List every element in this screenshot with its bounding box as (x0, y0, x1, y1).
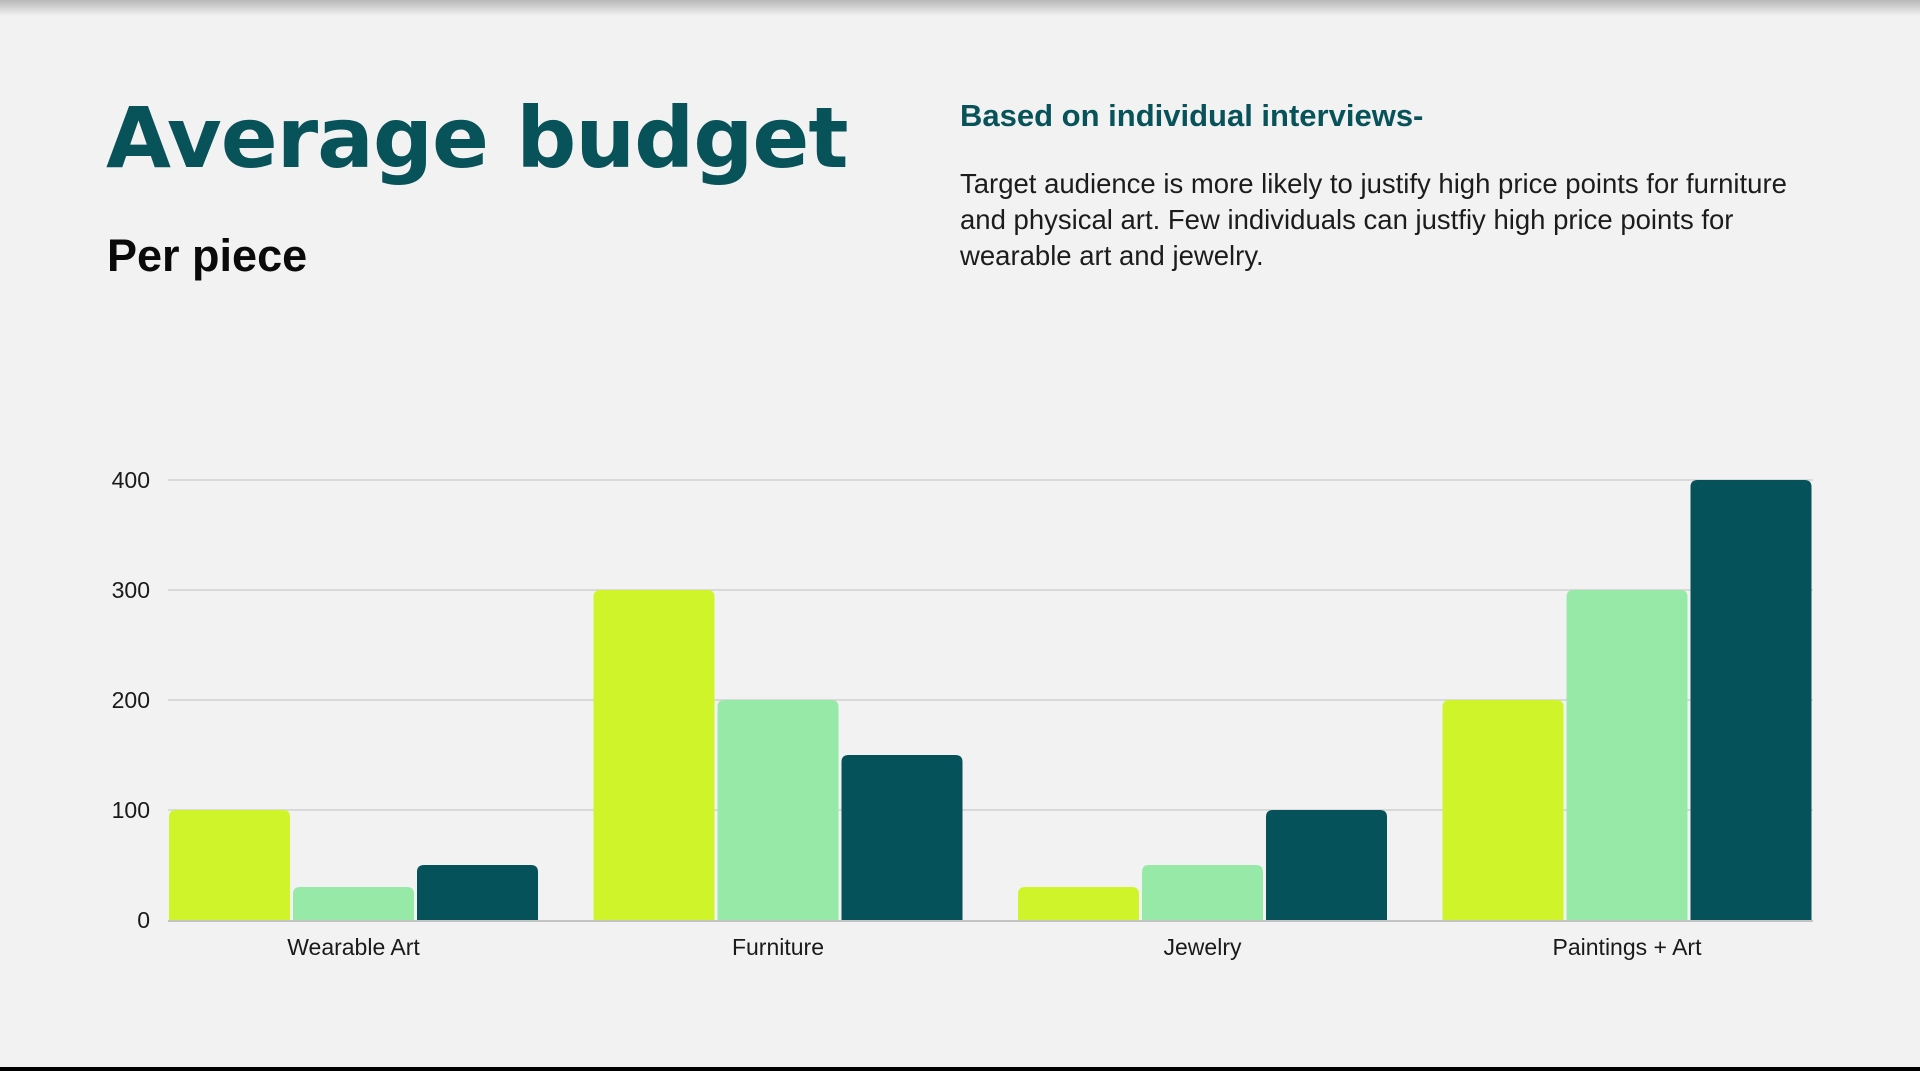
bar (1442, 700, 1564, 920)
bar-chart: 0 100 200 300 400 Wearable Art Furniture Jewel… (112, 467, 1813, 960)
notes-body: Target audience is more likely to justif… (960, 168, 1787, 271)
x-category-label: Furniture (732, 934, 824, 960)
window-top-shadow (0, 0, 1920, 16)
bar (169, 810, 290, 920)
x-axis-labels: Wearable Art Furniture Jewelry Paintings + … (287, 934, 1702, 960)
bar (593, 590, 715, 920)
y-tick-label: 300 (112, 577, 150, 603)
bar (1142, 865, 1263, 920)
y-tick-label: 400 (112, 467, 150, 493)
y-tick-label: 200 (112, 687, 150, 713)
x-category-label: Jewelry (1164, 934, 1242, 960)
page-title: Average budget (106, 89, 849, 187)
bars (169, 480, 1812, 920)
x-category-label: Wearable Art (287, 934, 420, 960)
bar (417, 865, 538, 920)
notes-heading: Based on individual interviews- (960, 98, 1424, 133)
screen-bottom-edge (0, 1067, 1920, 1071)
bar (841, 755, 963, 920)
page-subtitle: Per piece (107, 230, 308, 281)
bar (1266, 810, 1387, 920)
bar (717, 700, 839, 920)
bar (293, 887, 414, 920)
y-tick-label: 0 (137, 907, 150, 933)
bar (1566, 590, 1688, 920)
bar (1018, 887, 1139, 920)
bar (1690, 480, 1812, 920)
y-axis-ticks: 0 100 200 300 400 (112, 467, 150, 933)
x-category-label: Paintings + Art (1553, 934, 1703, 960)
y-tick-label: 100 (112, 797, 150, 823)
gridlines (168, 479, 1813, 811)
